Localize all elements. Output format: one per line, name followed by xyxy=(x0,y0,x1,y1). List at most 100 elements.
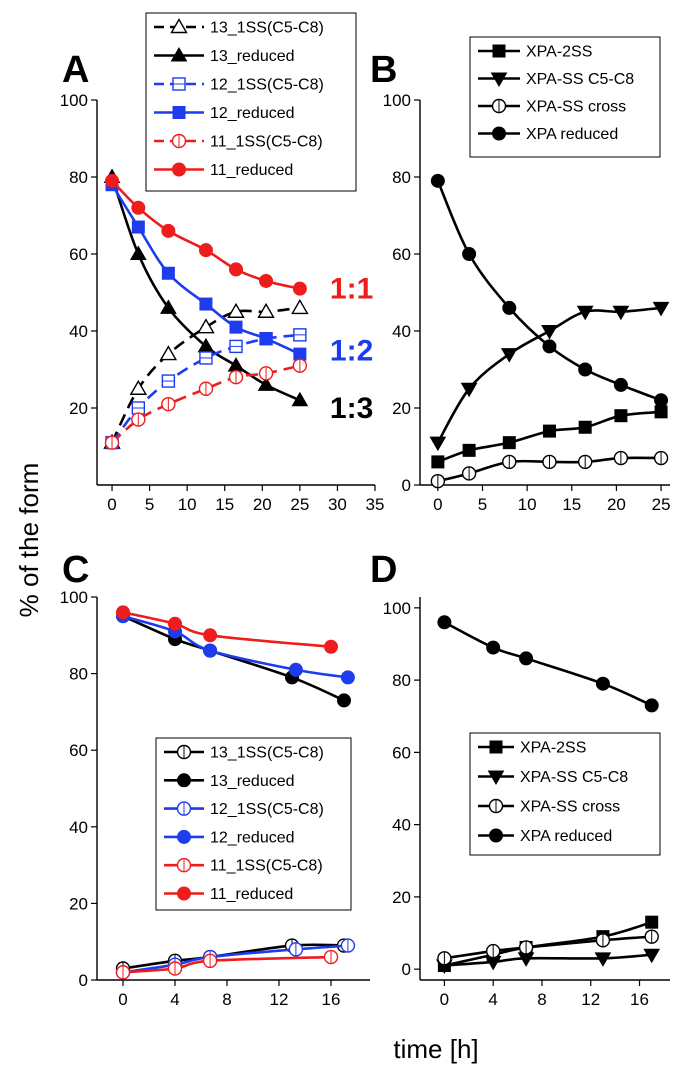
y-tick-label: 60 xyxy=(392,245,411,264)
legend-marker-5 xyxy=(177,886,191,901)
y-tick-label: 20 xyxy=(392,399,411,418)
x-tick-label: 5 xyxy=(145,495,154,514)
data-point-1 xyxy=(541,325,558,340)
data-point-5 xyxy=(203,628,218,643)
series-line-3 xyxy=(122,614,349,679)
data-point-1 xyxy=(291,391,309,407)
legend-marker-1 xyxy=(170,46,188,62)
data-point-3 xyxy=(542,339,557,354)
data-point-3 xyxy=(131,220,145,234)
legend-label-1: XPA-SS C5-C8 xyxy=(520,769,628,786)
data-point-1 xyxy=(612,305,630,321)
x-tick-label: 25 xyxy=(652,495,671,514)
y-tick-label: 40 xyxy=(392,322,411,341)
x-tick-label: 12 xyxy=(581,990,600,1009)
legend: XPA-2SS XPA-SS C5-C8 XPA-SS cross XPA reduc… xyxy=(469,36,661,158)
y-tick-label: 40 xyxy=(392,816,411,835)
panel-c: 0 20 40 60 80 100 0 4 8 12 16 13_1SS(C5-C8) 13_reduc… xyxy=(60,588,370,1009)
data-point-1 xyxy=(429,436,447,452)
legend-marker-3 xyxy=(492,126,506,141)
data-point-0 xyxy=(654,405,668,419)
y-tick-label: 100 xyxy=(60,91,88,110)
data-point-3 xyxy=(654,393,669,408)
legend-label-4: 11_1SS(C5-C8) xyxy=(210,134,323,151)
data-point-0 xyxy=(197,318,215,334)
legend-label-3: XPA reduced xyxy=(520,828,612,845)
data-point-0 xyxy=(502,436,516,450)
legend-label-1: 13_reduced xyxy=(210,48,295,65)
x-tick-label: 10 xyxy=(178,495,197,514)
legend-label-3: 12_reduced xyxy=(210,105,295,122)
legend-marker-3 xyxy=(489,828,503,843)
data-point-1 xyxy=(129,245,147,260)
data-point-5 xyxy=(161,223,176,238)
data-point-0 xyxy=(462,443,476,457)
legend-label-2: XPA-SS cross xyxy=(520,799,620,816)
y-tick-label: 80 xyxy=(392,168,411,187)
legend-label-3: XPA reduced xyxy=(526,126,618,143)
y-tick-label: 60 xyxy=(69,741,88,760)
y-tick-label: 0 xyxy=(79,971,88,990)
data-point-1 xyxy=(460,382,478,398)
data-point-1 xyxy=(500,348,518,363)
legend-label-1: XPA-SS C5-C8 xyxy=(526,71,634,88)
y-tick-label: 20 xyxy=(69,894,88,913)
x-tick-label: 15 xyxy=(562,495,581,514)
x-axis-label: time [h] xyxy=(393,1034,478,1064)
data-point-0 xyxy=(291,298,309,315)
legend-marker-1 xyxy=(487,770,505,786)
legend-marker-0 xyxy=(170,18,188,34)
legend-marker-0 xyxy=(492,44,506,58)
series-line-1 xyxy=(122,614,345,702)
data-point-3 xyxy=(259,332,273,346)
data-point-3 xyxy=(502,300,517,315)
x-tick-label: 12 xyxy=(270,990,289,1009)
y-tick-label: 60 xyxy=(69,245,88,264)
data-point-0 xyxy=(578,420,592,434)
data-point-3 xyxy=(613,377,628,392)
data-point-5 xyxy=(292,281,307,296)
data-point-3 xyxy=(437,615,452,630)
data-point-5 xyxy=(105,173,120,188)
data-point-3 xyxy=(288,662,303,677)
legend-label-0: 13_1SS(C5-C8) xyxy=(210,745,324,762)
legend-marker-3 xyxy=(177,829,191,844)
data-point-0 xyxy=(159,345,178,361)
x-tick-label: 0 xyxy=(107,495,116,514)
data-point-5 xyxy=(168,616,182,631)
data-point-0 xyxy=(227,302,245,318)
legend-label-2: 12_1SS(C5-C8) xyxy=(210,801,324,818)
data-point-3 xyxy=(462,247,477,261)
series-line-5 xyxy=(111,179,301,290)
data-point-5 xyxy=(131,200,146,215)
ratio-annotation-0: 1:1 xyxy=(330,273,373,306)
x-tick-label: 16 xyxy=(322,990,341,1009)
y-tick-label: 100 xyxy=(60,588,88,607)
data-point-1 xyxy=(337,693,351,708)
y-axis-label: % of the form xyxy=(14,463,44,618)
legend: 13_1SS(C5-C8) 13_reduced 12_1SS(C5-C8) 12_r… xyxy=(145,12,357,192)
data-point-1 xyxy=(643,948,661,964)
y-tick-label: 0 xyxy=(402,476,411,495)
legend-marker-5 xyxy=(172,162,186,177)
data-point-0 xyxy=(129,379,148,395)
legend-label-0: XPA-2SS xyxy=(526,44,592,61)
legend-label-2: XPA-SS cross xyxy=(526,99,626,116)
data-point-3 xyxy=(519,651,534,666)
legend-marker-0 xyxy=(489,740,503,754)
data-point-5 xyxy=(324,639,338,654)
x-tick-label: 8 xyxy=(537,990,546,1009)
y-tick-label: 40 xyxy=(69,322,88,341)
series-line-4 xyxy=(122,955,332,974)
legend-box xyxy=(145,12,357,192)
y-tick-label: 60 xyxy=(392,743,411,762)
x-tick-label: 4 xyxy=(488,990,497,1009)
legend-label-5: 11_reduced xyxy=(210,886,293,903)
data-point-1 xyxy=(160,299,177,314)
legend-marker-1 xyxy=(490,72,508,88)
series-line-3 xyxy=(443,621,653,707)
y-tick-label: 20 xyxy=(392,888,411,907)
legend: XPA-2SS XPA-SS C5-C8 XPA-SS cross XPA reduc… xyxy=(469,732,661,856)
